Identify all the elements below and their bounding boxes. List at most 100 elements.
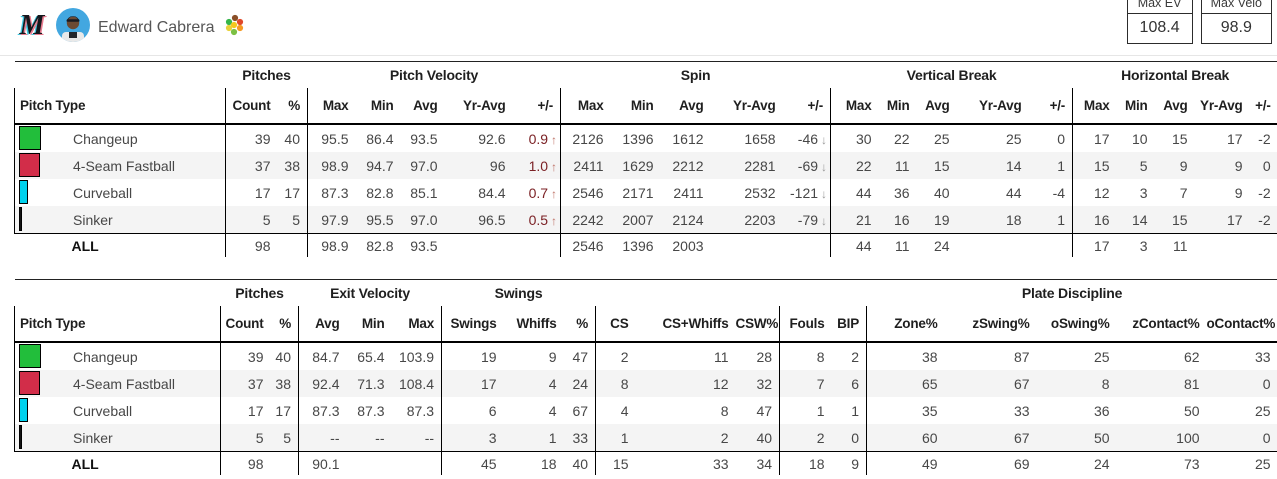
stat-swings: 6 — [488, 402, 497, 419]
stat-whiffs: 18 — [503, 451, 564, 475]
stat-fouls: 7 — [779, 370, 832, 397]
column-header: Yr-Avg — [710, 88, 783, 125]
stat-v_max: 87.3 — [321, 184, 349, 201]
stat-whiffs: 4 — [548, 402, 557, 419]
stat-vb_min: 22 — [893, 130, 910, 147]
column-header: Count — [220, 306, 271, 343]
down-arrow-icon: ↓ — [821, 159, 828, 174]
stat-vb_avg: 25 — [933, 130, 950, 147]
player-name: Edward Cabrera — [98, 18, 215, 36]
stat-v_avg: 97.0 — [400, 152, 445, 179]
column-group-spacer — [596, 280, 780, 307]
stat-vb_yr: 18 — [956, 206, 1029, 234]
stat-vb_yr — [956, 233, 1029, 257]
stat-zcontact: 81 — [1116, 370, 1207, 397]
stat-csw_pct: 34 — [735, 451, 781, 475]
stat-v_diff: 1.0 ↑ — [512, 152, 562, 179]
stat-zone: 65 — [866, 370, 945, 397]
max-ev-box: Max EV 108.4 — [1126, 0, 1193, 44]
stat-vb_avg: 19 — [916, 206, 957, 234]
stat-s_yr: 2203 — [710, 206, 783, 234]
stat-vb_avg: 15 — [916, 152, 957, 179]
stat-count: 98 — [220, 451, 271, 475]
stat-count: 39 — [247, 348, 264, 365]
stat-hb_avg: 9 — [1154, 152, 1195, 179]
stat-s_avg: 2124 — [660, 206, 711, 234]
stat-cs: 2 — [620, 348, 629, 365]
column-group-spacer — [15, 62, 226, 89]
stat-cs_whiffs: 11 — [713, 348, 729, 365]
stat-ev_avg: 92.4 — [298, 370, 347, 397]
down-arrow-icon: ↓ — [821, 213, 828, 228]
stat-hb_diff: -2 — [1258, 130, 1271, 147]
stat-s_max: 2411 — [560, 152, 611, 179]
column-header: Min — [355, 88, 401, 125]
stat-ocontact: 25 — [1206, 451, 1277, 475]
stat-oswing: 8 — [1036, 370, 1117, 397]
stat-hb_yr: 9 — [1234, 184, 1243, 201]
max-ev-label: Max EV — [1127, 0, 1192, 14]
column-header: Pitch Type — [14, 88, 226, 125]
stat-s_diff: -46 ↓ — [782, 124, 832, 152]
stat-vb_diff: 0 — [1028, 124, 1074, 152]
stat-swings: 3 — [441, 424, 504, 452]
pitch-row: Sinker 5 5 -- -- -- 3 1 33 1 2 40 2 0 60 67 50 100 0 — [14, 424, 1277, 452]
column-header: Swings — [441, 306, 504, 343]
stat-s_avg: 2003 — [660, 233, 711, 257]
stat-pct: 5 — [277, 206, 308, 234]
svg-text:M: M — [17, 11, 44, 42]
marlins-logo: M M M — [14, 7, 50, 48]
pitch-name: Sinker — [73, 429, 113, 446]
pitch-type-cell: 4-Seam Fastball — [14, 152, 226, 179]
plate-discipline-table: Pitches Exit Velocity Swings Plate Discipli… — [14, 279, 1277, 475]
pitch-name: 4-Seam Fastball — [73, 375, 175, 392]
stat-csw_pct: 47 — [735, 397, 781, 424]
column-group-spacer — [780, 280, 867, 307]
stat-ev_max — [391, 451, 443, 475]
stat-hb_yr — [1194, 233, 1250, 257]
column-header: Yr-Avg — [956, 88, 1029, 125]
stat-oswing: 25 — [1093, 348, 1110, 365]
stat-s_max: 2546 — [572, 184, 604, 201]
column-header: Zone% — [866, 306, 945, 343]
stat-s_yr — [710, 233, 783, 257]
stat-cs_whiffs: 2 — [635, 424, 736, 452]
stat-s_avg: 2411 — [673, 184, 704, 201]
stat-s_yr: 1658 — [744, 130, 776, 147]
stat-s_avg: 2212 — [660, 152, 711, 179]
stat-v_diff: 0.9 ↑ — [512, 124, 562, 152]
column-header: +/- — [782, 88, 832, 125]
column-header: Min — [346, 306, 392, 343]
stat-s_min: 2171 — [622, 184, 654, 201]
stat-hb_min: 10 — [1132, 130, 1148, 147]
stat-zcontact: 62 — [1183, 348, 1200, 365]
column-header: Count — [225, 88, 278, 125]
stat-v_yr: 96.5 — [444, 206, 513, 234]
stat-ev_min — [346, 451, 392, 475]
stat-cs: 8 — [595, 370, 636, 397]
max-ev-value: 108.4 — [1139, 19, 1180, 36]
stat-fouls: 18 — [779, 451, 832, 475]
max-velo-label: Max Velo — [1201, 0, 1271, 14]
stat-s_min: 1396 — [622, 130, 654, 147]
stat-csw_pct: 28 — [735, 342, 781, 370]
stat-whiffs: 1 — [503, 424, 564, 452]
stat-ev_min: 71.3 — [346, 370, 392, 397]
stat-sw_pct: 24 — [563, 370, 597, 397]
stat-vb_min: 11 — [878, 233, 917, 257]
column-header: oContact% — [1206, 306, 1277, 343]
stat-ocontact: 0 — [1206, 424, 1277, 452]
stat-ev_avg: 90.1 — [298, 451, 347, 475]
stat-zcontact: 100 — [1116, 424, 1207, 452]
stat-vb_max: 30 — [855, 130, 872, 147]
stat-pct — [277, 233, 308, 257]
stat-sw_pct: 40 — [563, 451, 597, 475]
column-group-label: Pitches — [235, 285, 284, 301]
stat-zone: 35 — [921, 402, 938, 419]
column-header: +/- — [512, 88, 562, 125]
column-group-spacer — [15, 280, 221, 307]
column-group-label: Plate Discipline — [1021, 285, 1123, 301]
stat-sw_pct: 33 — [563, 424, 597, 452]
column-header: CSW% — [735, 306, 781, 343]
column-header: Whiffs — [503, 306, 564, 343]
